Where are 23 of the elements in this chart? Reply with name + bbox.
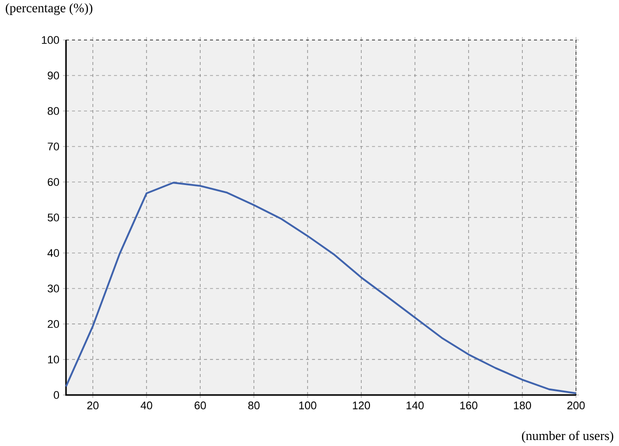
y-tick-label: 10 <box>48 356 60 364</box>
y-tick-label: 90 <box>48 72 60 80</box>
y-tick-label: 30 <box>48 284 60 292</box>
y-tick-label: 20 <box>48 320 60 328</box>
x-tick-label: 20 <box>87 402 99 410</box>
y-tick-label: 50 <box>48 214 60 222</box>
x-tick-label: 40 <box>140 402 152 410</box>
x-tick-label: 120 <box>352 402 370 410</box>
x-tick-label: 80 <box>248 402 260 410</box>
x-tick-label: 200 <box>567 402 585 410</box>
x-tick-label: 160 <box>460 402 478 410</box>
y-tick-label: 40 <box>47 249 60 257</box>
y-tick-label: 70 <box>48 142 60 150</box>
x-tick-label: 60 <box>194 402 206 410</box>
y-axis-title: (percentage (%)) <box>6 3 92 16</box>
y-tick-label: 60 <box>48 178 60 186</box>
y-tick-label: 80 <box>48 107 60 115</box>
x-tick-label: 180 <box>514 402 532 410</box>
y-tick-label: 100 <box>42 36 60 44</box>
x-tick-label: 140 <box>406 402 424 410</box>
x-axis-title: (number of users) <box>522 430 614 443</box>
y-tick-label: 0 <box>54 391 60 399</box>
x-tick-label: 100 <box>299 402 316 410</box>
